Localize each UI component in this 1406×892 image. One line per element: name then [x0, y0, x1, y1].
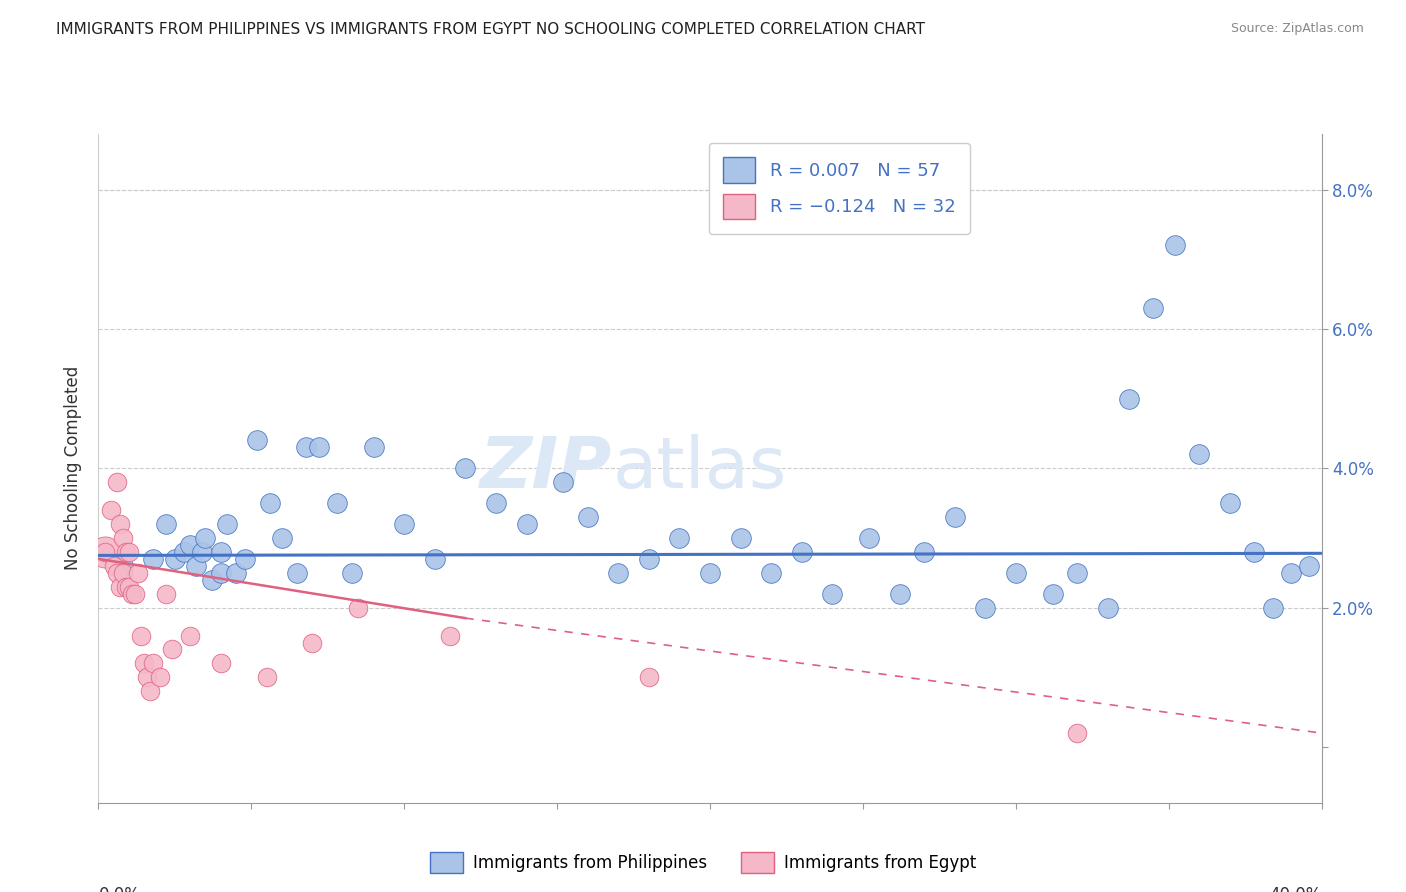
- Point: [163, 552, 186, 566]
- Point: [111, 558, 134, 573]
- Point: [285, 566, 308, 580]
- Text: 0.0%: 0.0%: [98, 887, 141, 892]
- Text: atlas: atlas: [612, 434, 786, 503]
- Point: [108, 517, 131, 532]
- Point: [103, 558, 125, 573]
- Point: [1298, 558, 1320, 573]
- Point: [485, 496, 508, 510]
- Point: [759, 566, 782, 580]
- Point: [423, 552, 446, 566]
- Point: [392, 517, 416, 532]
- Point: [115, 545, 138, 559]
- Point: [115, 580, 138, 594]
- Point: [105, 475, 128, 490]
- Point: [607, 566, 630, 580]
- Point: [100, 503, 122, 517]
- Point: [342, 566, 364, 580]
- Point: [730, 531, 752, 545]
- Point: [160, 642, 183, 657]
- Point: [118, 545, 141, 559]
- Point: [1279, 566, 1302, 580]
- Point: [155, 517, 177, 532]
- Point: [637, 670, 661, 684]
- Point: [129, 629, 152, 643]
- Point: [246, 434, 269, 448]
- Point: [454, 461, 477, 475]
- Point: [209, 566, 232, 580]
- Point: [173, 545, 195, 559]
- Point: [191, 545, 214, 559]
- Point: [1042, 587, 1064, 601]
- Point: [326, 496, 349, 510]
- Point: [1118, 392, 1140, 406]
- Point: [576, 510, 599, 524]
- Point: [136, 670, 159, 684]
- Point: [912, 545, 935, 559]
- Point: [225, 566, 247, 580]
- Point: [209, 545, 232, 559]
- Point: [1004, 566, 1026, 580]
- Point: [256, 670, 278, 684]
- Point: [186, 558, 208, 573]
- Point: [668, 531, 690, 545]
- Point: [295, 441, 318, 455]
- Legend: R = 0.007   N = 57, R = −0.124   N = 32: R = 0.007 N = 57, R = −0.124 N = 32: [709, 143, 970, 234]
- Text: 40.0%: 40.0%: [1270, 887, 1322, 892]
- Point: [179, 538, 201, 552]
- Point: [1243, 545, 1265, 559]
- Point: [179, 629, 201, 643]
- Point: [516, 517, 538, 532]
- Point: [821, 587, 844, 601]
- Point: [1142, 301, 1164, 315]
- Point: [200, 573, 222, 587]
- Point: [974, 600, 997, 615]
- Point: [1261, 600, 1284, 615]
- Point: [142, 552, 165, 566]
- Point: [134, 657, 156, 671]
- Point: [1219, 496, 1241, 510]
- Point: [790, 545, 813, 559]
- Point: [553, 475, 575, 490]
- Point: [93, 545, 115, 559]
- Point: [215, 517, 238, 532]
- Text: ZIP: ZIP: [479, 434, 612, 503]
- Point: [149, 670, 172, 684]
- Point: [124, 587, 146, 601]
- Point: [259, 496, 281, 510]
- Point: [889, 587, 911, 601]
- Point: [637, 552, 661, 566]
- Point: [155, 587, 177, 601]
- Point: [1066, 566, 1088, 580]
- Point: [127, 566, 149, 580]
- Point: [111, 566, 134, 580]
- Point: [270, 531, 292, 545]
- Text: Source: ZipAtlas.com: Source: ZipAtlas.com: [1230, 22, 1364, 36]
- Point: [105, 566, 128, 580]
- Point: [943, 510, 966, 524]
- Point: [439, 629, 461, 643]
- Point: [1188, 447, 1211, 461]
- Point: [111, 531, 134, 545]
- Y-axis label: No Schooling Completed: No Schooling Completed: [65, 367, 83, 570]
- Point: [1164, 238, 1187, 252]
- Point: [121, 587, 143, 601]
- Point: [699, 566, 721, 580]
- Point: [858, 531, 880, 545]
- Point: [118, 580, 141, 594]
- Point: [308, 441, 330, 455]
- Point: [93, 545, 115, 559]
- Point: [139, 684, 162, 698]
- Point: [1097, 600, 1119, 615]
- Point: [347, 600, 370, 615]
- Point: [1066, 726, 1088, 740]
- Point: [301, 635, 323, 649]
- Legend: Immigrants from Philippines, Immigrants from Egypt: Immigrants from Philippines, Immigrants …: [423, 846, 983, 880]
- Point: [209, 657, 232, 671]
- Point: [233, 552, 256, 566]
- Point: [108, 580, 131, 594]
- Point: [194, 531, 217, 545]
- Point: [363, 441, 385, 455]
- Text: IMMIGRANTS FROM PHILIPPINES VS IMMIGRANTS FROM EGYPT NO SCHOOLING COMPLETED CORR: IMMIGRANTS FROM PHILIPPINES VS IMMIGRANT…: [56, 22, 925, 37]
- Point: [142, 657, 165, 671]
